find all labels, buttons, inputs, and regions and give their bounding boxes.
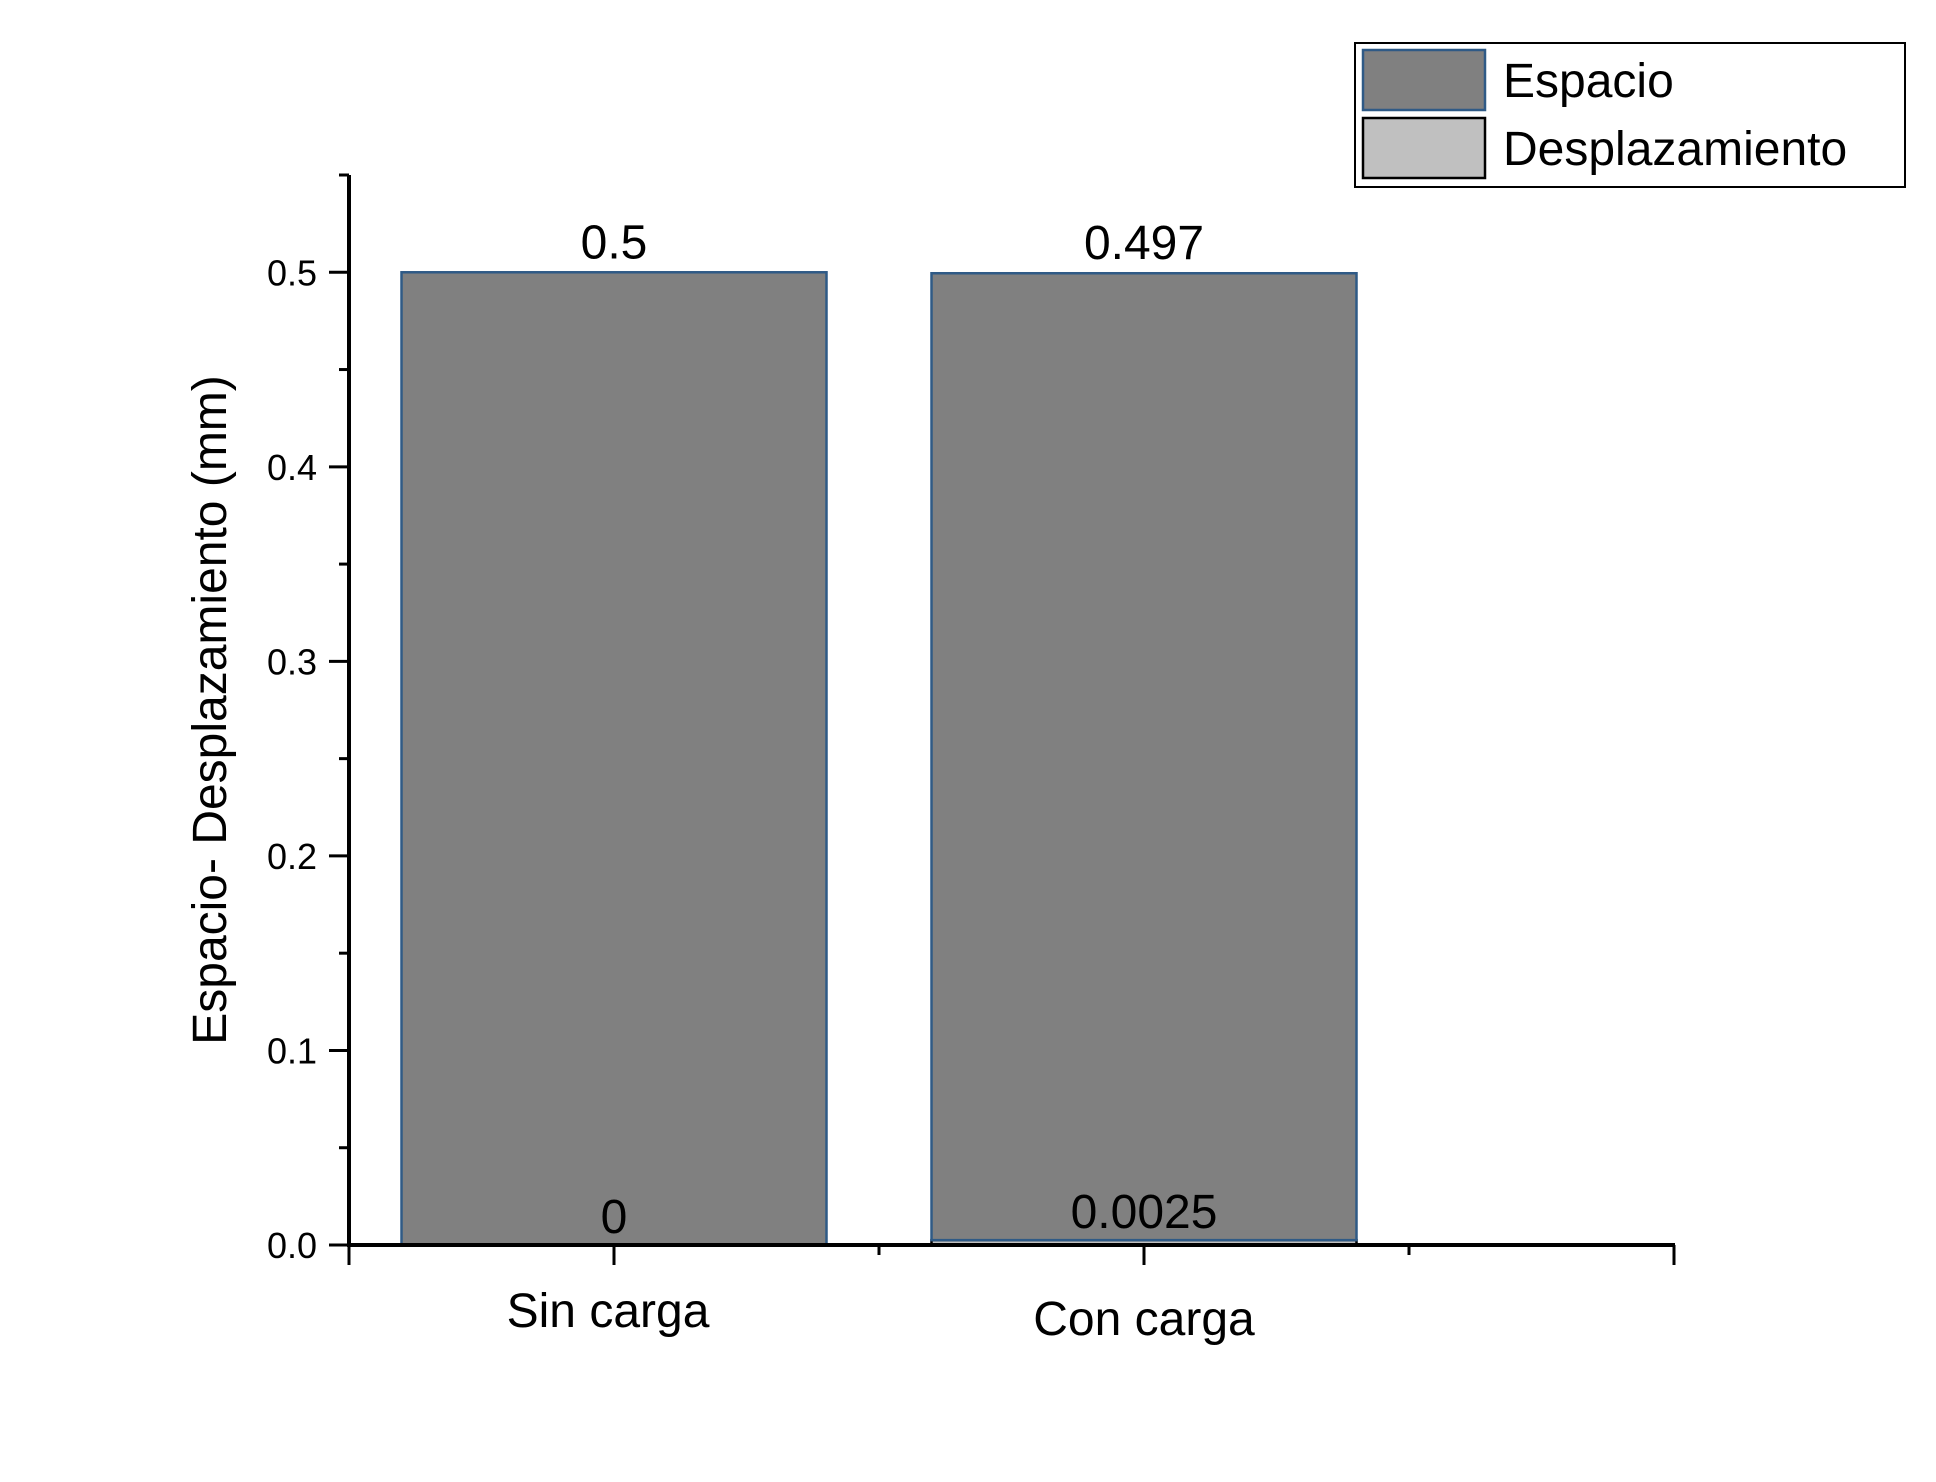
bar-espacio-2 xyxy=(930,271,1358,1242)
y-ticks: 0.0 0.1 0.2 0.3 0.4 0.5 xyxy=(267,173,349,1266)
data-label-desplazamiento: 0.0025 xyxy=(1071,1186,1218,1239)
data-labels: 0.5 0 0.497 0.0025 xyxy=(581,216,1218,1244)
axes-layer: 0.0 0.1 0.2 0.3 0.4 0.5 Sin carga Con carga xyxy=(267,173,1676,1346)
x-ticks: Sin carga Con carga xyxy=(347,1245,1676,1346)
legend-label-desplazamiento: Desplazamiento xyxy=(1503,123,1847,176)
legend: Espacio Desplazamiento xyxy=(1354,42,1906,188)
data-label-espacio: 0.497 xyxy=(1084,217,1204,270)
data-label-espacio: 0.5 xyxy=(581,216,648,269)
legend-swatch-desplazamiento xyxy=(1361,116,1487,180)
y-tick-label: 0.3 xyxy=(267,641,317,682)
legend-swatch-espacio xyxy=(1361,48,1487,112)
y-axis-title: Espacio- Desplazamiento (mm) xyxy=(184,375,237,1045)
y-tick-label: 0.5 xyxy=(267,252,317,293)
y-tick-label: 0.1 xyxy=(267,1030,317,1071)
y-tick-label: 0.0 xyxy=(267,1225,317,1266)
x-tick-label: Sin carga xyxy=(507,1285,710,1338)
bar-espacio-1 xyxy=(400,271,828,1247)
data-label-desplazamiento: 0 xyxy=(601,1191,628,1244)
legend-label-espacio: Espacio xyxy=(1503,55,1674,108)
y-tick-label: 0.2 xyxy=(267,836,317,877)
y-tick-label: 0.4 xyxy=(267,447,317,488)
x-tick-label: Con carga xyxy=(1033,1293,1255,1346)
bars-layer xyxy=(400,271,1358,1247)
